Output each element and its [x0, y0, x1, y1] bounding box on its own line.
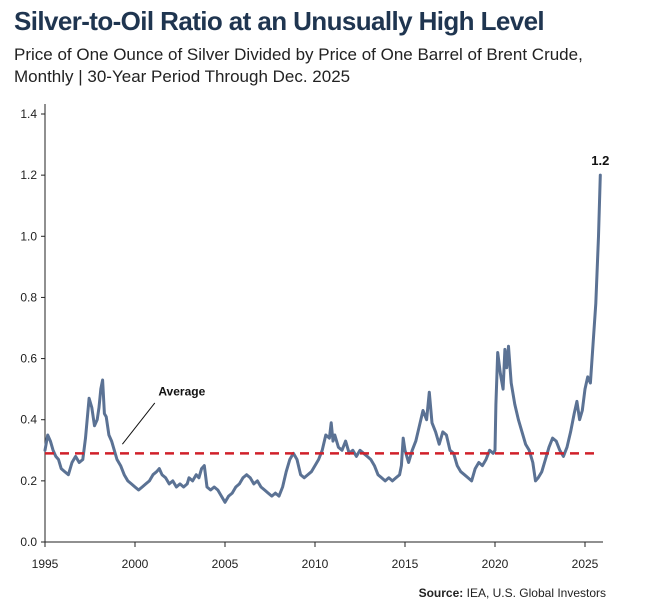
chart-subtitle: Price of One Ounce of Silver Divided by … [14, 45, 583, 86]
y-tick-label: 0.8 [20, 290, 37, 304]
x-axis: 1995 2000 2005 2010 2015 2020 2025 [32, 541, 603, 571]
x-tick-label: 2025 [572, 557, 599, 571]
x-tick-label: 2000 [122, 557, 149, 571]
average-label: Average [158, 384, 205, 398]
chart-title: Silver-to-Oil Ratio at an Unusually High… [14, 6, 545, 36]
y-tick-label: 0.4 [20, 413, 37, 427]
y-tick-label: 1.4 [20, 107, 37, 121]
source-text: IEA, U.S. Global Investors [466, 586, 606, 600]
y-tick-label: 0.0 [20, 535, 37, 549]
x-tick-label: 2020 [482, 557, 509, 571]
x-tick-label: 2015 [392, 557, 419, 571]
source-label: Source: [418, 586, 464, 600]
y-tick-label: 1.0 [20, 229, 37, 243]
x-tick-label: 2005 [212, 557, 239, 571]
average-pointer-line [122, 402, 156, 445]
source-note: Source: IEA, U.S. Global Investors [419, 586, 606, 600]
y-tick-label: 0.6 [20, 352, 37, 366]
y-axis: 0.0 0.2 0.4 0.6 0.8 1.0 1.2 1.4 [20, 104, 46, 549]
x-tick-label: 1995 [32, 557, 59, 571]
y-tick-label: 0.2 [20, 474, 37, 488]
ratio-series-line [43, 173, 602, 504]
last-value-label: 1.2 [591, 153, 609, 168]
series-layer [43, 173, 602, 504]
y-tick-label: 1.2 [20, 168, 37, 182]
x-tick-label: 2010 [302, 557, 329, 571]
annotation-layer: Average 1.2 [122, 153, 609, 445]
